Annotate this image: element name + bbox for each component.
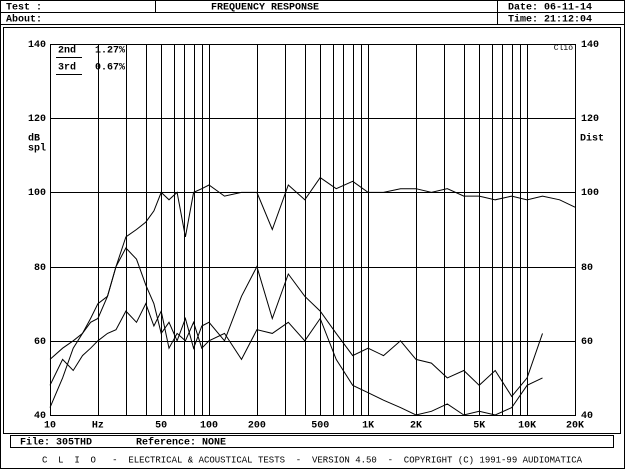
legend-thd: 0.67%	[95, 63, 125, 74]
x-tick-label: 10K	[518, 421, 536, 432]
y-label-left: spl	[28, 143, 46, 155]
x-tick-label: 2K	[410, 421, 422, 432]
legend-name: 3rd	[58, 62, 76, 74]
y-tick-label: 40	[581, 411, 593, 422]
x-tick-label: 50	[155, 421, 167, 432]
y-tick-label: 40	[34, 411, 46, 422]
x-tick-label: 10	[44, 421, 56, 432]
x-tick-label: 200	[248, 421, 266, 432]
corner-label: Clio	[554, 44, 573, 53]
response-curve	[49, 302, 543, 416]
credits: C L I O - ELECTRICAL & ACOUSTICAL TESTS …	[42, 455, 583, 465]
plot-frame	[3, 27, 621, 434]
reference: Reference: NONE	[136, 437, 226, 449]
y-tick-label: 80	[34, 263, 46, 274]
y-tick-label: 140	[581, 40, 599, 51]
x-tick-label: 100	[200, 421, 218, 432]
x-tick-label: Hz	[92, 421, 104, 432]
y-tick-label: 120	[581, 114, 599, 125]
file-name: File: 305THD	[20, 437, 92, 449]
about-label: About:	[6, 14, 42, 26]
date: Date: 06-11-14	[508, 3, 592, 14]
y-tick-label: 60	[581, 337, 593, 348]
window-title: FREQUENCY RESPONSE	[211, 3, 319, 14]
legend-thd: 1.27%	[95, 46, 125, 57]
y-tick-label: 120	[28, 114, 46, 125]
y-tick-label: 140	[28, 40, 46, 51]
y-tick-label: 100	[581, 188, 599, 199]
y-tick-label: 60	[34, 337, 46, 348]
response-curve	[49, 247, 543, 398]
response-curve	[49, 176, 576, 408]
y-label-left: dB	[28, 133, 40, 145]
legend-name: 2nd	[58, 45, 76, 57]
plot-area	[50, 44, 576, 416]
x-tick-label: 500	[311, 421, 329, 432]
test-label: Test :	[6, 3, 42, 14]
y-tick-label: 100	[28, 188, 46, 199]
file-bar	[10, 435, 614, 448]
y-tick-label: 80	[581, 263, 593, 274]
x-tick-label: 1K	[362, 421, 374, 432]
time: Time: 21:12:04	[508, 14, 592, 26]
y-label-right: Dist	[580, 133, 604, 145]
x-tick-label: 5K	[473, 421, 485, 432]
x-tick-label: 20K	[566, 421, 584, 432]
